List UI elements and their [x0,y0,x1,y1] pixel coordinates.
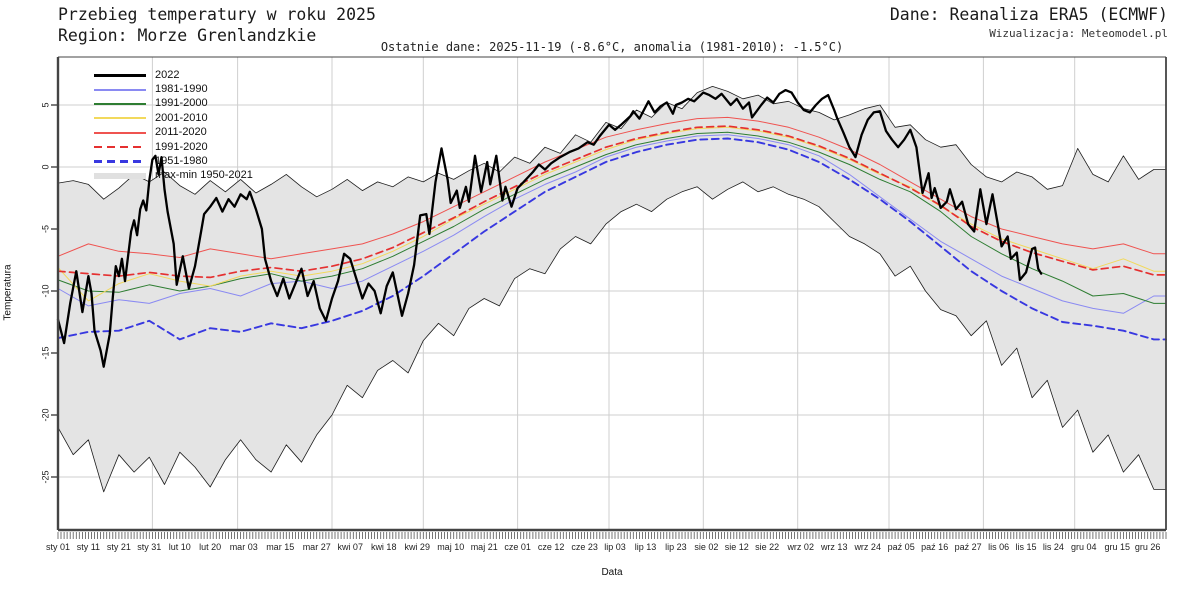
y-tick-label: -20 [40,408,50,421]
legend-item: 2022 [94,68,253,82]
x-tick-label: wrz 02 [786,542,814,552]
x-tick-label: maj 21 [471,542,498,552]
legend-swatch-2022 [94,73,146,77]
x-tick-label: paź 05 [888,542,915,552]
x-tick-label: gru 04 [1071,542,1097,552]
x-tick-label: kwi 18 [371,542,397,552]
visualization-credit: Wizualizacja: Meteomodel.pl [989,27,1168,40]
y-tick-label: -25 [40,470,50,483]
x-tick-label: lut 10 [169,542,191,552]
x-tick-label: sty 11 [77,542,100,552]
legend-swatch-2011-2020 [94,131,146,134]
x-tick-label: sie 02 [694,542,718,552]
chart-legend: 2022 1981-1990 1991-2000 2001-2010 2011-2020… [94,68,253,183]
x-tick-label: paź 16 [921,542,948,552]
legend-item: max-min 1950-2021 [94,169,253,183]
series-1991-2000 [57,131,1167,304]
series-1951-1980 [57,137,1167,341]
x-tick-label: maj 10 [437,542,464,552]
legend-swatch-1951-1980 [94,160,146,163]
x-axis: sty 01 sty 11 sty 21 sty 31 lut 10 lut 20 mar … [46,542,1160,552]
legend-label: 2011-2020 [155,126,207,139]
legend-item: 2011-2020 [94,126,253,140]
x-tick-label: lis 15 [1015,542,1036,552]
series-min-1950-2021 [57,181,1167,493]
x-tick-label: gru 26 [1135,542,1161,552]
y-tick-label: 0 [40,164,50,169]
series-2001-2010 [57,126,1167,302]
legend-swatch-2001-2010 [94,117,146,120]
legend-label: 1991-2000 [155,97,208,110]
x-tick-label: cze 12 [538,542,565,552]
x-tick-label: lip 03 [604,542,626,552]
page-title: Przebieg temperatury w roku 2025 [58,5,376,24]
x-tick-label: kwi 29 [404,542,430,552]
series-2022 [56,88,1043,368]
legend-label: 1951-1980 [155,155,208,168]
x-tick-label: cze 01 [504,542,531,552]
legend-item: 1951-1980 [94,154,253,168]
y-axis: 5 0 -5 -10 -15 -20 -25 [40,102,58,484]
legend-label: 1981-1990 [155,83,208,96]
region-subtitle: Region: Morze Grenlandzkie [58,26,317,45]
x-axis-title: Data [601,567,623,578]
x-tick-label: sty 01 [46,542,70,552]
legend-item: 1981-1990 [94,82,253,96]
legend-swatch-1991-2020 [94,145,146,149]
legend-label: max-min 1950-2021 [155,169,253,182]
x-tick-label: mar 03 [230,542,258,552]
series-1991-2020 [57,125,1167,279]
plot-frame [56,56,1167,532]
x-tick-label: sty 21 [107,542,131,552]
x-tick-label: sie 12 [725,542,749,552]
legend-item: 2001-2010 [94,111,253,125]
series-2011-2020 [57,116,1167,260]
x-tick-label: cze 23 [571,542,598,552]
x-tick-label: gru 15 [1105,542,1131,552]
series-max-1950-2021 [57,86,1167,200]
legend-item: 1991-2000 [94,97,253,111]
x-tick-label: mar 15 [266,542,294,552]
y-tick-label: 5 [40,102,50,107]
x-tick-label: lis 24 [1043,542,1064,552]
y-axis-title: Temperatura [2,264,14,321]
legend-swatch-1991-2000 [94,102,146,105]
legend-swatch-max-min-1950-2021 [94,172,146,179]
x-tick-label: wrz 13 [820,542,848,552]
legend-label: 1991-2020 [155,140,208,153]
x-tick-label: lis 06 [988,542,1009,552]
y-tick-label: -10 [40,284,50,297]
legend-label: 2001-2010 [155,111,208,124]
y-tick-label: -5 [40,225,50,233]
legend-swatch-1981-1990 [94,88,146,91]
x-tick-label: wrz 24 [853,542,881,552]
x-tick-label: mar 27 [303,542,331,552]
x-tick-label: lut 20 [199,542,221,552]
y-tick-label: -15 [40,346,50,359]
data-source-label: Dane: Reanaliza ERA5 (ECMWF) [889,5,1168,24]
last-data-note: Ostatnie dane: 2025-11-19 (-8.6°C, anoma… [380,40,844,54]
x-axis-daily-ticks [57,532,1167,539]
x-tick-label: sie 22 [755,542,779,552]
legend-item: 1991-2020 [94,140,253,154]
x-tick-label: sty 31 [137,542,161,552]
x-tick-label: kwi 07 [337,542,363,552]
series-1981-1990 [57,134,1167,314]
x-tick-label: lip 13 [635,542,657,552]
x-tick-label: lip 23 [665,542,687,552]
legend-label: 2022 [155,68,180,81]
x-tick-label: paź 27 [955,542,982,552]
